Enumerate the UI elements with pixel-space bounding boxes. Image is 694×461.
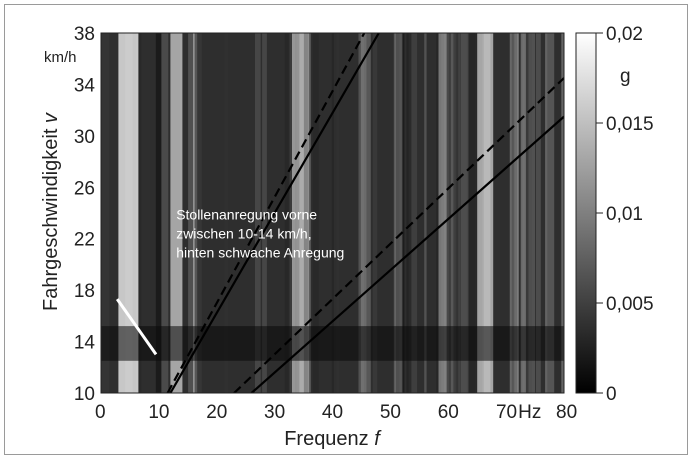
x-axis-ticks: 0 10 20 30 40 50 60 70 Hz 80 <box>95 402 577 423</box>
y-tick-label: 14 <box>74 333 96 354</box>
reference-line-solid <box>250 115 564 393</box>
heatmap-band <box>520 33 526 393</box>
heatmap-band <box>224 33 228 393</box>
annotation-line: zwischen 10-14 km/h, <box>176 225 311 241</box>
y-tick-label: 22 <box>74 230 95 251</box>
plot-border <box>100 32 565 394</box>
heatmap-band <box>331 33 334 393</box>
heatmap-band <box>284 33 290 393</box>
heatmap-band <box>101 33 110 393</box>
y-tick-label: 34 <box>74 75 96 96</box>
heatmap-band <box>161 33 169 393</box>
heatmap-band <box>546 33 555 393</box>
colorbar-tick-label: 0,02 <box>606 24 643 45</box>
heatmap-band <box>444 33 450 393</box>
x-tick-label: 20 <box>206 402 227 423</box>
heatmap-band <box>188 33 197 393</box>
colorbar-tick-label: 0,01 <box>606 204 643 225</box>
heatmap-band <box>137 33 142 393</box>
x-tick-label: 80 <box>556 402 577 423</box>
heatmap-band <box>138 33 141 393</box>
y-axis-ticks: 10 14 18 22 26 30 34 38 <box>74 24 96 405</box>
heatmap-band <box>312 33 319 393</box>
x-tick-label: 40 <box>322 402 343 423</box>
y-axis-title: Fahrgeschwindigkeit v <box>40 112 62 311</box>
colorbar-unit: g <box>620 66 631 87</box>
heatmap-band <box>399 33 403 393</box>
x-tick-label: 10 <box>148 402 169 423</box>
heatmap-band <box>528 33 536 393</box>
heatmap-band <box>424 33 427 393</box>
y-tick-label: 18 <box>74 281 95 302</box>
heatmap-band <box>469 33 478 393</box>
heatmap-band <box>118 33 139 393</box>
heatmap-area <box>101 33 564 393</box>
heatmap-band <box>288 33 293 393</box>
heatmap-band <box>448 33 451 393</box>
x-tick-label: 70 <box>496 402 517 423</box>
colorbar-tick-label: 0 <box>606 384 617 405</box>
reference-line-solid <box>169 33 380 393</box>
reference-lines <box>166 33 564 393</box>
y-tick-label: 30 <box>74 127 95 148</box>
heatmap-band <box>372 33 378 393</box>
annotation-line: hinten schwache Anregung <box>176 244 344 260</box>
colorbar-tick-label: 0,015 <box>606 114 654 135</box>
heatmap-band <box>170 33 183 393</box>
heatmap-band <box>255 33 261 393</box>
figure-frame <box>4 4 688 455</box>
x-axis-title: Frequenz f <box>284 428 382 450</box>
y-tick-label: 10 <box>74 384 95 405</box>
colorbar-ticks: 0 0,005 0,01 0,015 0,02 <box>596 24 654 405</box>
heatmap-band <box>381 33 390 393</box>
heatmap-band <box>194 33 202 393</box>
x-tick-label: 60 <box>438 402 459 423</box>
heatmap-band <box>477 33 494 393</box>
heatmap-band <box>536 33 541 393</box>
annotation-arrow <box>115 298 158 356</box>
heatmap-band <box>155 33 162 393</box>
heatmap-band <box>262 33 267 393</box>
heatmap-band <box>358 33 364 393</box>
heatmap-band <box>360 33 367 393</box>
heatmap-band <box>408 33 418 393</box>
x-tick-label: 50 <box>380 402 401 423</box>
x-tick-label: 0 <box>95 402 106 423</box>
y-tick-label: 38 <box>74 24 95 45</box>
heatmap-band <box>393 33 402 393</box>
heatmap-band <box>561 33 564 393</box>
annotation: Stollenanregung vorne zwischen 10-14 km/h… <box>115 206 344 356</box>
annotation-line: Stollenanregung vorne <box>176 206 317 222</box>
y-tick-label: 26 <box>74 178 95 199</box>
heatmap-band <box>194 33 202 393</box>
heatmap-band <box>461 33 469 393</box>
heatmap-band <box>523 33 532 393</box>
heatmap-band <box>511 33 518 393</box>
colorbar-tick-label: 0,005 <box>606 294 654 315</box>
heatmap-band <box>336 33 340 393</box>
heatmap-band <box>101 326 564 361</box>
reference-line-dashed <box>166 33 366 393</box>
heatmap-band <box>307 33 311 393</box>
heatmap-band <box>292 33 304 393</box>
reference-line-dashed <box>233 77 564 393</box>
heatmap-band <box>363 33 371 393</box>
heatmap-band <box>438 33 447 393</box>
x-tick-label: 30 <box>264 402 285 423</box>
y-axis-unit: km/h <box>44 49 77 66</box>
heatmap-band <box>303 33 310 393</box>
heatmap-band <box>455 33 460 393</box>
annotation-text: Stollenanregung vorne zwischen 10-14 km/h… <box>176 206 344 260</box>
heatmap-band <box>545 33 548 393</box>
heatmap-band <box>406 33 412 393</box>
heatmap-band <box>193 33 198 393</box>
colorbar <box>575 32 597 394</box>
x-axis-unit: Hz <box>518 402 541 423</box>
